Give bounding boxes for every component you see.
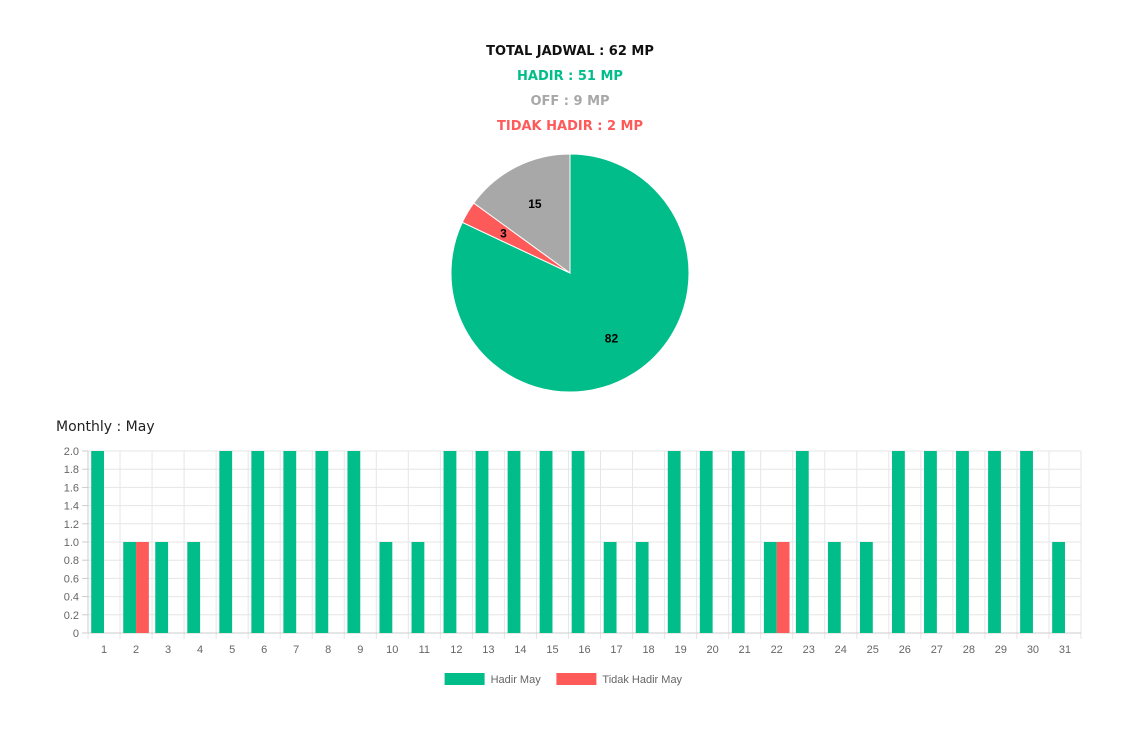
bar-hadir-may-13[interactable] — [475, 451, 489, 633]
bar-hadir-may-4[interactable] — [187, 542, 201, 633]
x-tick-label: 6 — [261, 644, 267, 656]
total-jadwal-label: TOTAL JADWAL : 62 MP — [486, 44, 654, 59]
x-tick-label: 22 — [771, 644, 783, 656]
bar-hadir-may-8[interactable] — [315, 451, 329, 633]
bar-hadir-may-24[interactable] — [827, 542, 841, 633]
bar-hadir-may-28[interactable] — [956, 451, 969, 633]
bar-hadir-may-10[interactable] — [379, 542, 393, 633]
x-tick-label: 10 — [386, 644, 398, 656]
monthly-chart-title: Monthly : May — [56, 419, 155, 435]
bar-hadir-may-27[interactable] — [924, 451, 937, 633]
x-tick-label: 1 — [101, 644, 107, 656]
bar-hadir-may-19[interactable] — [667, 451, 681, 633]
bar-hadir-may-29[interactable] — [988, 451, 1001, 633]
x-tick-label: 3 — [165, 644, 171, 656]
legend-label[interactable]: Tidak Hadir May — [602, 674, 682, 686]
pie-slice-off[interactable] — [473, 153, 571, 274]
off-label: OFF : 9 MP — [530, 94, 610, 109]
x-tick-label: 5 — [229, 644, 235, 656]
legend-label[interactable]: Hadir May — [491, 674, 542, 686]
x-tick-label: 25 — [867, 644, 879, 656]
bar-hadir-may-20[interactable] — [699, 451, 713, 633]
pie-value-label: 3 — [500, 227, 507, 241]
y-tick-label: 1.4 — [64, 501, 79, 513]
bar-hadir-may-30[interactable] — [1020, 451, 1033, 633]
bar-hadir-may-12[interactable] — [443, 451, 457, 633]
pie-slice-hadir[interactable] — [450, 153, 690, 393]
bar-hadir-may-14[interactable] — [507, 451, 521, 633]
x-tick-label: 14 — [514, 644, 526, 656]
y-tick-label: 1.2 — [64, 519, 79, 531]
x-tick-label: 30 — [1027, 644, 1039, 656]
x-tick-label: 4 — [197, 644, 203, 656]
x-tick-label: 16 — [578, 644, 590, 656]
bar-hadir-may-31[interactable] — [1052, 542, 1065, 633]
pie-value-label: 15 — [528, 197, 542, 211]
pie-value-label: 82 — [605, 331, 619, 345]
x-tick-label: 21 — [739, 644, 751, 656]
bar-hadir-may-18[interactable] — [635, 542, 649, 633]
bar-hadir-may-2[interactable] — [123, 542, 137, 633]
bar-hadir-may-3[interactable] — [155, 542, 169, 633]
bar-hadir-may-15[interactable] — [539, 451, 553, 633]
y-tick-label: 0.8 — [64, 555, 79, 567]
x-tick-label: 31 — [1059, 644, 1071, 656]
x-tick-label: 17 — [610, 644, 622, 656]
y-tick-label: 1.0 — [64, 537, 79, 549]
x-tick-label: 12 — [450, 644, 462, 656]
tidak-hadir-label: TIDAK HADIR : 2 MP — [496, 119, 644, 134]
bar-hadir-may-21[interactable] — [731, 451, 745, 633]
bar-hadir-may-25[interactable] — [859, 542, 873, 633]
x-tick-label: 29 — [995, 644, 1007, 656]
x-tick-label: 7 — [293, 644, 299, 656]
x-tick-label: 28 — [963, 644, 975, 656]
y-tick-label: 2.0 — [64, 446, 79, 458]
x-tick-label: 13 — [482, 644, 494, 656]
x-tick-label: 27 — [931, 644, 943, 656]
legend-swatch-tidak-hadir-may[interactable] — [556, 673, 597, 685]
x-tick-label: 20 — [707, 644, 719, 656]
x-tick-label: 9 — [357, 644, 363, 656]
x-tick-label: 8 — [325, 644, 331, 656]
hadir-label: HADIR : 51 MP — [517, 69, 623, 84]
y-tick-label: 0 — [73, 628, 79, 640]
bar-hadir-may-7[interactable] — [283, 451, 297, 633]
x-tick-label: 18 — [642, 644, 654, 656]
y-tick-label: 1.8 — [64, 464, 79, 476]
y-tick-label: 1.6 — [64, 482, 79, 494]
bar-hadir-may-16[interactable] — [571, 451, 585, 633]
y-tick-label: 0.4 — [64, 592, 79, 604]
bar-hadir-may-26[interactable] — [892, 451, 905, 633]
bar-hadir-may-11[interactable] — [411, 542, 425, 633]
bar-hadir-may-17[interactable] — [603, 542, 617, 633]
x-tick-label: 15 — [546, 644, 558, 656]
x-tick-label: 24 — [835, 644, 847, 656]
bar-hadir-may-9[interactable] — [347, 451, 361, 633]
bar-hadir-may-6[interactable] — [251, 451, 265, 633]
bar-hadir-may-1[interactable] — [91, 451, 105, 633]
bar-hadir-may-5[interactable] — [219, 451, 233, 633]
y-tick-label: 0.2 — [64, 610, 79, 622]
x-tick-label: 26 — [899, 644, 911, 656]
x-tick-label: 23 — [803, 644, 815, 656]
x-tick-label: 11 — [419, 644, 430, 656]
bar-hadir-may-23[interactable] — [795, 451, 809, 633]
bar-tidak-hadir-may-2[interactable] — [136, 542, 149, 633]
x-tick-label: 2 — [133, 644, 139, 656]
bar-hadir-may-22[interactable] — [763, 542, 777, 633]
legend-swatch-hadir-may[interactable] — [444, 673, 485, 685]
x-tick-label: 19 — [674, 644, 686, 656]
attendance-pie-chart: 82 3 15 — [450, 153, 690, 393]
y-tick-label: 0.6 — [64, 573, 79, 585]
bar-tidak-hadir-may-22[interactable] — [776, 542, 790, 633]
